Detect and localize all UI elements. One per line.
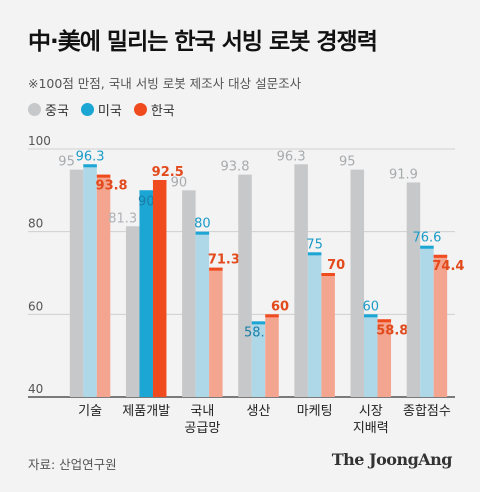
legend-dot-korea — [133, 103, 147, 116]
legend-item-china: 중국 — [28, 100, 69, 119]
y-tick-label: 40 — [28, 382, 43, 396]
x-tick-label: 국내 공급망 — [184, 404, 220, 436]
bar-cap-korea — [321, 273, 335, 276]
value-label-korea: 93.8 — [96, 179, 128, 194]
bar-china — [350, 169, 365, 397]
bar-cap-korea — [265, 314, 279, 318]
bar-cap-korea — [96, 174, 111, 178]
bar-cap-korea — [377, 319, 392, 323]
bar-china — [182, 190, 196, 397]
bar-cap-usa — [307, 252, 322, 256]
value-label-usa: 80 — [194, 217, 211, 232]
value-label-usa: 60 — [363, 299, 380, 314]
bar-cap-usa — [195, 231, 210, 235]
legend-item-usa: 미국 — [80, 100, 122, 119]
bar-usa — [139, 190, 153, 397]
value-label-korea: 60 — [271, 299, 289, 314]
bar-usa — [251, 321, 266, 397]
value-label-usa: 76.6 — [412, 231, 441, 246]
bar-korea — [265, 314, 279, 397]
value-label-china: 90 — [171, 175, 188, 190]
bar-cap-usa — [364, 314, 378, 318]
chart-subtitle: ※100점 만점, 국내 서빙 로봇 제조사 대상 설문조사 — [28, 76, 302, 91]
legend-label-china: 중국 — [45, 104, 69, 119]
bar-korea — [433, 254, 448, 397]
value-label-korea: 71.3 — [208, 253, 240, 268]
value-label-korea: 70 — [327, 258, 345, 273]
value-label-korea: 58.8 — [376, 323, 408, 338]
bar-cap-korea — [433, 254, 448, 258]
bar-cap-usa — [420, 245, 434, 249]
legend-label-korea: 한국 — [150, 104, 175, 119]
bar-cap-usa — [83, 164, 97, 168]
x-tick-label: 제품개발 — [122, 404, 170, 419]
value-label-china: 95 — [58, 155, 75, 170]
x-tick-label: 기술 — [78, 404, 102, 419]
y-tick-label: 80 — [28, 217, 43, 231]
value-label-china: 95 — [339, 155, 356, 170]
value-label-china: 81.3 — [108, 211, 137, 226]
bar-cap-usa — [251, 321, 266, 325]
bar-korea — [321, 273, 335, 397]
bar-usa — [195, 231, 210, 397]
bar-china — [238, 174, 252, 397]
value-label-china: 91.9 — [389, 167, 418, 182]
bar-korea — [377, 319, 392, 397]
source-note: 자료: 산업연구원 — [28, 457, 117, 472]
bar-china — [69, 169, 84, 397]
bar-usa — [83, 164, 97, 397]
bar-usa — [420, 245, 434, 397]
value-label-usa: 90 — [138, 194, 155, 209]
y-tick-label: 60 — [28, 299, 43, 313]
bar-cap-korea — [152, 180, 167, 183]
bar-cap-korea — [209, 267, 223, 271]
x-tick-label: 생산 — [247, 404, 271, 419]
bar-cap-usa — [139, 190, 153, 194]
y-tick-label: 100 — [28, 134, 51, 148]
x-tick-label: 시장 지배력 — [353, 404, 389, 436]
legend-label-usa: 미국 — [97, 104, 122, 119]
bar-china — [406, 182, 421, 397]
x-tick-label: 마케팅 — [297, 404, 333, 419]
value-label-korea: 92.5 — [152, 165, 184, 180]
legend-dot-china — [28, 103, 41, 116]
brand-logo: The JoongAng — [331, 450, 453, 469]
bar-usa — [307, 252, 322, 397]
bar-china — [125, 226, 140, 397]
bar-korea — [152, 180, 167, 397]
legend-item-korea: 한국 — [133, 100, 175, 119]
bar-usa — [364, 314, 378, 397]
value-label-china: 96.3 — [277, 149, 306, 164]
chart-title: 中·美에 밀리는 한국 서빙 로봇 경쟁력 — [28, 29, 378, 55]
legend-dot-usa — [80, 103, 94, 116]
bar-china — [294, 164, 308, 397]
value-label-china: 93.8 — [221, 160, 250, 175]
x-tick-label: 종합점수 — [403, 404, 451, 419]
bar-korea — [209, 267, 223, 397]
value-label-korea: 74.4 — [432, 259, 464, 274]
value-label-usa: 96.3 — [76, 149, 105, 164]
bar-korea — [96, 174, 111, 397]
legend: 중국 미국 한국 — [28, 100, 175, 119]
value-label-usa: 75 — [306, 237, 323, 252]
